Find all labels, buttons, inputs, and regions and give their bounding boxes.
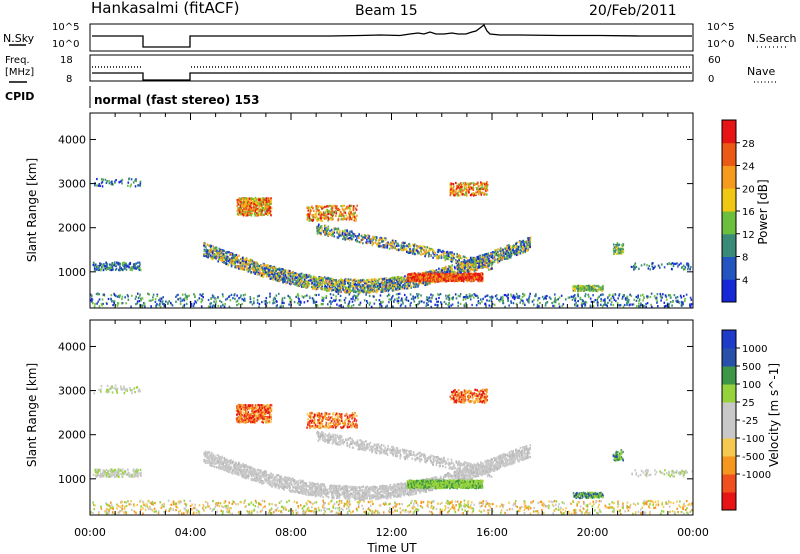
colorbar-tick-label: 28 [742, 139, 755, 150]
colorbar-tick-label: -500 [742, 452, 765, 463]
y-tick-label: 3000 [58, 178, 86, 191]
colorbar-segment [722, 279, 736, 303]
colorbar-segment [722, 402, 736, 421]
noise-left-tick-bottom: 10^0 [52, 39, 79, 50]
colorbar-segment [722, 211, 736, 235]
velocity-panel: 1000 2000 3000 4000 00:00 04:00 08:00 12:00 16:0… [25, 319, 709, 554]
velocity-xlabel: Time UT [366, 541, 417, 554]
freq-right-tick-top: 60 [708, 55, 721, 66]
freq-panel: Freq. [MHz] 18 8 60 0 Nave [5, 54, 776, 85]
freq-trace [92, 72, 692, 81]
colorbar-segment [722, 142, 736, 166]
freq-left-label-2: [MHz] [5, 67, 34, 78]
colorbar-segment [722, 492, 736, 511]
velocity-ylabel: Slant Range [km] [25, 363, 39, 467]
power-colorbar: Power [dB] 4 8 12 16 20 24 28 [721, 119, 770, 303]
colorbar-tick-label: 1000 [742, 344, 767, 355]
y-tick-label: 2000 [58, 222, 86, 235]
noise-panel: N.Sky 10^5 10^0 10^5 10^0 N.Search [3, 22, 797, 52]
colorbar-tick-label: 8 [742, 253, 748, 264]
power-axes: 1000 2000 3000 4000 [58, 113, 694, 308]
colorbar-segment [722, 420, 736, 439]
x-tick-label: 08:00 [275, 526, 307, 539]
noise-left-label: N.Sky [3, 32, 35, 45]
station-title: Hankasalmi (fitACF) [91, 0, 239, 17]
colorbar-tick-label: 24 [742, 162, 755, 173]
cpid-text: normal (fast stereo) 153 [94, 93, 260, 107]
colorbar-segment [722, 474, 736, 493]
colorbar-segment [722, 256, 736, 280]
velocity-axes: 1000 2000 3000 4000 00:00 04:00 08:00 12:00 16:0… [58, 320, 709, 539]
colorbar-tick-label: 500 [742, 362, 761, 373]
x-tick-label: 00:00 [74, 526, 106, 539]
noise-left-tick-top: 10^5 [52, 22, 79, 33]
y-tick-label: 4000 [58, 133, 86, 146]
colorbar-tick-label: -100 [742, 434, 765, 445]
freq-right-tick-bottom: 0 [708, 74, 714, 85]
x-tick-label: 20:00 [577, 526, 609, 539]
velocity-colorbar-label: Velocity [m s^-1] [767, 363, 781, 467]
colorbar-tick-label: -1000 [742, 470, 771, 481]
freq-left-tick-bottom: 8 [66, 74, 72, 85]
noise-right-tick-top: 10^5 [707, 22, 734, 33]
colorbar-tick-label: 16 [742, 207, 755, 218]
noise-right-tick-bottom: 10^0 [707, 39, 734, 50]
colorbar-segment [722, 438, 736, 457]
freq-left-tick-top: 18 [60, 55, 73, 66]
power-panel: 1000 2000 3000 4000 Slant Range [km] [25, 112, 694, 309]
colorbar-tick-label: -25 [742, 416, 758, 427]
beam-title: Beam 15 [355, 3, 418, 19]
colorbar-segment [722, 233, 736, 257]
colorbar-tick-label: 12 [742, 230, 755, 241]
power-colorbar-label: Power [dB] [756, 179, 770, 244]
velocity-scatter-layer [90, 384, 694, 515]
freq-left-label-1: Freq. [5, 55, 30, 66]
velocity-colorbar: Velocity [m s^-1] 1000 500 100 25 -25 -100 -50… [721, 329, 781, 511]
colorbar-segment [722, 330, 736, 349]
nave-label: Nave [747, 65, 775, 78]
y-tick-label: 1000 [58, 473, 86, 486]
cpid-label: CPID [5, 90, 34, 103]
colorbar-segment [722, 384, 736, 403]
colorbar-tick-label: 4 [742, 275, 748, 286]
colorbar-segment [722, 120, 736, 144]
colorbar-segment [722, 366, 736, 385]
colorbar-tick-label: 100 [742, 380, 761, 391]
y-tick-label: 3000 [58, 385, 86, 398]
noise-right-label: N.Search [747, 32, 797, 45]
colorbar-segment [722, 165, 736, 189]
colorbar-segment [722, 348, 736, 367]
x-tick-label: 04:00 [175, 526, 207, 539]
colorbar-tick-label: 25 [742, 398, 755, 409]
x-tick-label: 16:00 [476, 526, 508, 539]
colorbar-segment [722, 456, 736, 475]
colorbar-tick-label: 20 [742, 184, 755, 195]
x-tick-label: 00:00 [677, 526, 709, 539]
y-tick-label: 2000 [58, 429, 86, 442]
colorbar-segment [722, 188, 736, 212]
y-tick-label: 1000 [58, 266, 86, 279]
y-tick-label: 4000 [58, 340, 86, 353]
power-ylabel: Slant Range [km] [25, 158, 39, 262]
noise-trace [92, 24, 692, 48]
power-scatter-layer [90, 177, 693, 308]
x-tick-label: 12:00 [376, 526, 408, 539]
date-title: 20/Feb/2011 [589, 3, 677, 19]
